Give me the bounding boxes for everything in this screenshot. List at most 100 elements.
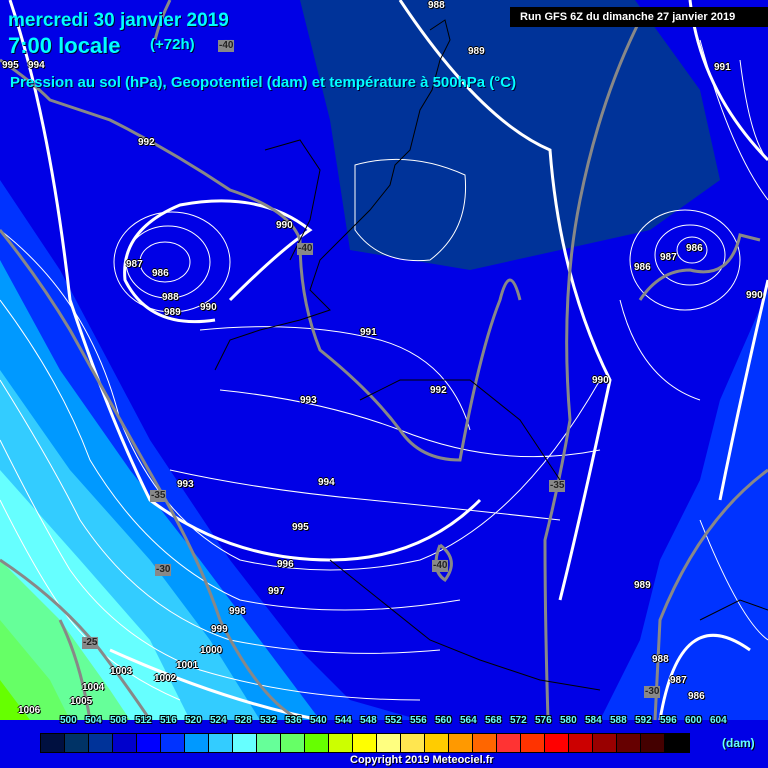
isotherm-label: -40: [297, 243, 314, 255]
geopotential-508-region: [300, 0, 720, 270]
isobar-label: 992: [430, 385, 447, 396]
legend-swatch: [137, 734, 161, 752]
legend-level-label: 552: [385, 715, 402, 726]
legend-swatch: [209, 734, 233, 752]
copyright: Copyright 2019 Meteociel.fr: [350, 754, 494, 766]
legend-level-label: 592: [635, 715, 652, 726]
isobar-label: 996: [277, 559, 294, 570]
legend-swatch: [185, 734, 209, 752]
isobar-label: 998: [229, 606, 246, 617]
isobar-label: 987: [670, 675, 687, 686]
isotherm-label: -30: [644, 686, 661, 698]
legend-swatch: [233, 734, 257, 752]
isobar-label: 993: [300, 395, 317, 406]
isobar-label: 986: [686, 243, 703, 254]
isotherm-label: -35: [150, 490, 167, 502]
isobar-label: 994: [318, 477, 335, 488]
isotherm-label: -40: [432, 560, 449, 572]
isobar-label: 989: [634, 580, 651, 591]
isotherms-500hpa: [0, 0, 768, 722]
isobar-label: 1002: [154, 673, 177, 684]
legend-swatch: [425, 734, 449, 752]
isotherm-label: -25: [82, 637, 99, 649]
isobar-label: 989: [164, 307, 181, 318]
legend-level-label: 596: [660, 715, 677, 726]
isobar-label: 990: [200, 302, 217, 313]
legend-level-label: 604: [710, 715, 727, 726]
legend-swatch: [65, 734, 89, 752]
isobar-label: 990: [746, 290, 763, 301]
legend-level-label: 584: [585, 715, 602, 726]
coastlines: [214, 19, 768, 691]
model-run-label: Run GFS 6Z du dimanche 27 janvier 2019: [510, 7, 768, 27]
legend-swatch: [521, 734, 545, 752]
isobar-label: 990: [592, 375, 609, 386]
isobar-label: 988: [652, 654, 669, 665]
legend-swatch: [257, 734, 281, 752]
legend-swatch: [41, 734, 65, 752]
isobar-label: 990: [276, 220, 293, 231]
isobar-label: 997: [268, 586, 285, 597]
forecast-lead-time: (+72h): [150, 36, 195, 53]
legend-swatch: [161, 734, 185, 752]
isobar-label: 986: [688, 691, 705, 702]
isobar-label: 1003: [110, 666, 133, 677]
legend-level-label: 600: [685, 715, 702, 726]
isobar-label: 987: [126, 259, 143, 270]
legend-level-label: 540: [310, 715, 327, 726]
isotherm-label: -30: [155, 564, 172, 576]
geopotential-520-region-east: [600, 290, 768, 720]
legend-level-label: 508: [110, 715, 127, 726]
isobar-label: 995: [2, 60, 19, 71]
isobars-thin: [0, 39, 768, 701]
isobar-label: 1006: [18, 705, 41, 716]
forecast-date: mercredi 30 janvier 2019: [8, 10, 229, 31]
geopotential-544-region: [0, 680, 30, 720]
color-legend: [40, 733, 690, 753]
legend-level-label: 568: [485, 715, 502, 726]
legend-level-label: 512: [135, 715, 152, 726]
isobar-label: 995: [292, 522, 309, 533]
legend-level-label: 536: [285, 715, 302, 726]
legend-swatch: [545, 734, 569, 752]
legend-swatch: [89, 734, 113, 752]
isobar-label: 986: [634, 262, 651, 273]
isobar-label: 986: [152, 268, 169, 279]
legend-level-label: 544: [335, 715, 352, 726]
legend-swatch: [449, 734, 473, 752]
legend-swatch: [401, 734, 425, 752]
legend-level-label: 560: [435, 715, 452, 726]
legend-level-label: 524: [210, 715, 227, 726]
isobar-label: 1004: [82, 682, 105, 693]
legend-swatch: [617, 734, 641, 752]
isobar-label: 1001: [176, 660, 199, 671]
legend-swatch: [281, 734, 305, 752]
isobar-label: 1000: [200, 645, 223, 656]
legend-swatch: [377, 734, 401, 752]
legend-swatch: [569, 734, 593, 752]
isobars-thick: [8, 0, 768, 722]
legend-swatch: [641, 734, 665, 752]
isobar-label: 1005: [70, 696, 93, 707]
legend-level-label: 580: [560, 715, 577, 726]
legend-level-label: 576: [535, 715, 552, 726]
legend-level-label: 528: [235, 715, 252, 726]
isobar-label: 987: [660, 252, 677, 263]
legend-level-label: 564: [460, 715, 477, 726]
legend-swatch: [665, 734, 689, 752]
isobar-label: 991: [360, 327, 377, 338]
isobar-label: 993: [177, 479, 194, 490]
legend-swatch: [497, 734, 521, 752]
isobar-label: 988: [428, 0, 445, 11]
legend-swatch: [353, 734, 377, 752]
isobar-label: 988: [162, 292, 179, 303]
isobar-label: 991: [714, 62, 731, 73]
legend-level-label: 548: [360, 715, 377, 726]
legend-swatch: [593, 734, 617, 752]
map-subtitle: Pression au sol (hPa), Geopotentiel (dam…: [10, 74, 517, 91]
isobar-label: 999: [211, 624, 228, 635]
legend-swatch: [305, 734, 329, 752]
legend-level-label: 588: [610, 715, 627, 726]
